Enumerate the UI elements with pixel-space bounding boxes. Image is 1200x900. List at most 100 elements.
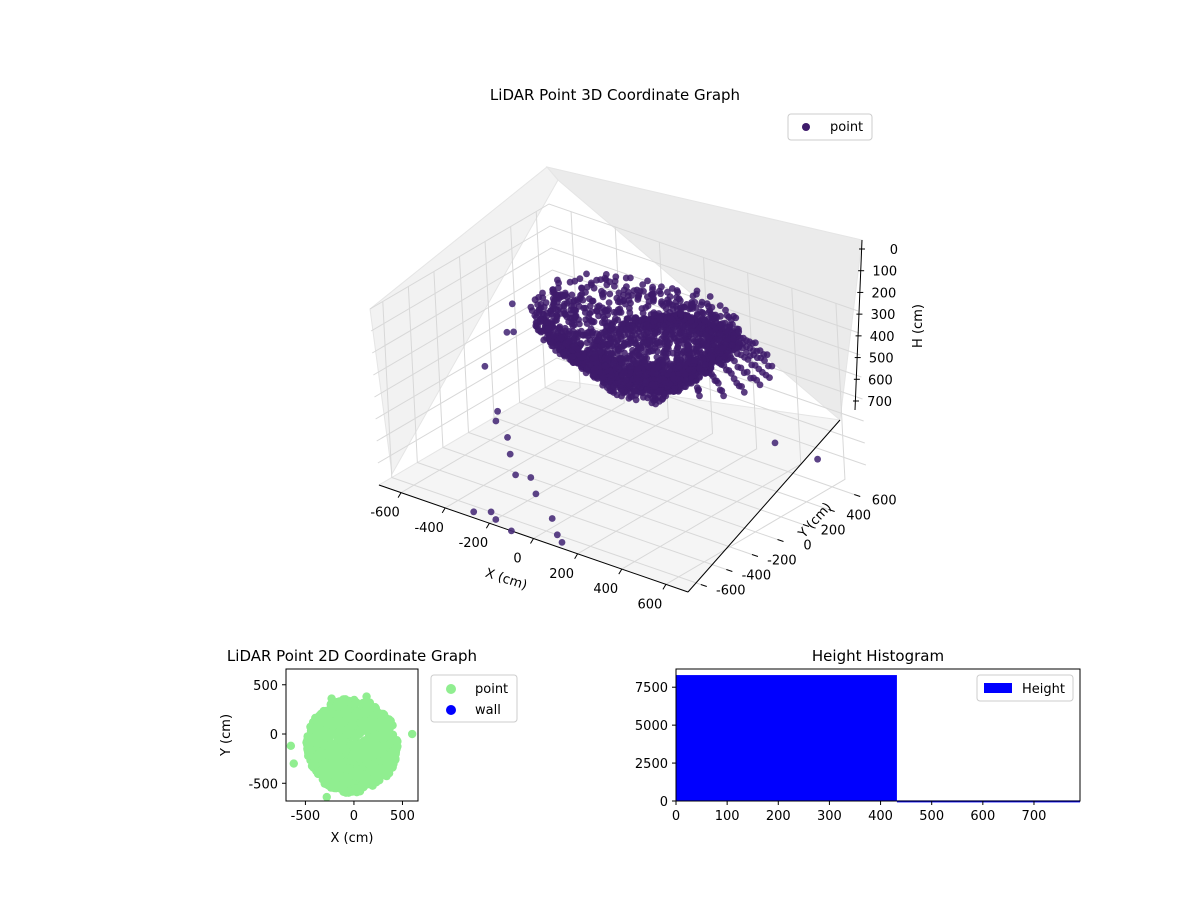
legend-2d-label-point: point: [475, 682, 508, 697]
scatter-point-3d: [644, 302, 652, 310]
scatter-point-3d: [708, 304, 716, 311]
y-tick-label-3d: -600: [716, 584, 746, 599]
legend-2d-marker-wall: [446, 705, 456, 715]
scatter-point-3d: [688, 300, 696, 308]
scatter-point-3d: [579, 353, 587, 361]
height-histogram-chart: Height Histogram 0 100 200 300 400 500 600 7000…: [635, 647, 1081, 824]
scatter-point-2d: [309, 734, 318, 743]
scatter-point-3d: [696, 365, 703, 372]
scatter-point-2d: [334, 746, 343, 756]
y-tick-label-2d: -500: [248, 777, 278, 792]
scatter-point-3d: [601, 362, 609, 370]
scatter-point-2d: [318, 709, 328, 718]
scatter-point-3d: [535, 294, 542, 301]
scatter-point-2d: [323, 763, 332, 772]
scatter-point-3d: [702, 361, 709, 368]
scatter-point-3d: [611, 282, 618, 290]
legend-3d-marker-point: [802, 123, 810, 131]
grid-line-z: [370, 225, 860, 334]
scatter-point-3d: [548, 311, 556, 319]
scatter-point-3d: [633, 286, 641, 294]
scatter-point-2d: [358, 737, 368, 746]
scatter-point-3d: [593, 336, 601, 344]
scatter-point-3d: [658, 283, 665, 291]
scatter-point-3d: [629, 323, 637, 331]
scatter-point-3d: [712, 311, 719, 319]
scatter-point-3d: [543, 309, 551, 317]
scatter-point-3d: [708, 353, 716, 361]
scatter-point-3d: [598, 319, 606, 327]
scatter-point-3d: [597, 276, 604, 283]
histogram-y-tick-label: 5000: [635, 719, 668, 734]
histogram-x-tick-label: 300: [817, 809, 842, 824]
y-tick-label-2d: 500: [253, 679, 278, 694]
x-tick-label-2d: 0: [350, 809, 358, 824]
scatter-point-3d: [557, 334, 565, 342]
scatter-point-3d-outlier: [510, 328, 517, 336]
x-tick-label-3d: -200: [459, 536, 489, 551]
scatter-point-3d: [750, 374, 757, 382]
scatter-point-3d: [642, 377, 650, 385]
scatter-point-3d-outlier: [492, 516, 500, 523]
scatter-point-2d: [362, 692, 371, 701]
z-tick-label-3d: 600: [868, 373, 893, 388]
y-tick-label-2d: 0: [270, 728, 278, 743]
scatter-point-2d: [352, 698, 361, 707]
scatter-point-3d-outlier: [814, 455, 821, 463]
scatter-point-3d: [735, 328, 743, 336]
scatter-point-3d: [606, 290, 614, 298]
x-tick-label-3d: -600: [370, 506, 400, 521]
scatter-point-2d: [327, 694, 336, 703]
axes-2d-frame: [285, 668, 419, 802]
scatter-point-3d: [527, 303, 535, 311]
scatter-point-2d: [355, 787, 365, 796]
scatter-point-2d: [320, 740, 329, 750]
scatter-point-3d: [756, 347, 764, 354]
scatter-point-3d: [650, 309, 658, 316]
grid-line-z: [377, 357, 867, 466]
scatter-point-2d: [322, 792, 331, 801]
scatter-point-2d: [310, 752, 319, 762]
grid-line-z: [369, 203, 859, 312]
scatter-point-3d: [550, 332, 557, 340]
legend-2d-marker-point: [446, 684, 456, 694]
histogram-y-tick-label: 2500: [635, 757, 668, 772]
scatter-point-2d: [356, 718, 366, 727]
y-tick-label-3d: 600: [872, 494, 897, 509]
scatter-point-2d: [379, 735, 388, 744]
scatter-point-3d-outlier: [548, 515, 556, 522]
scatter-point-3d: [607, 337, 615, 344]
grid-line-y: [433, 271, 753, 555]
scatter-point-3d: [582, 316, 590, 323]
scatter-point-2d: [360, 770, 369, 779]
y-axis-line: [687, 419, 841, 593]
scatter-point-3d: [595, 302, 603, 310]
scatter-point-3d: [737, 364, 745, 372]
scatter-point-3d: [684, 342, 692, 350]
legend-2d: point wall: [430, 674, 518, 723]
scatter-point-2d: [365, 751, 374, 761]
scatter-point-3d: [533, 309, 540, 317]
scatter-point-3d: [615, 289, 623, 297]
scatter-point-3d: [549, 286, 557, 294]
scatter-point-2d: [351, 711, 361, 720]
scatter-point-3d: [605, 305, 612, 313]
z-ticks-3d: 0 100 200 300 400 500 600 700: [853, 243, 898, 410]
scatter-point-3d: [722, 306, 729, 314]
scatter-point-3d: [599, 373, 607, 381]
scatter-point-3d: [577, 340, 585, 347]
chart-3d-title: LiDAR Point 3D Coordinate Graph: [490, 86, 740, 104]
scatter-point-3d: [641, 359, 648, 367]
grid-line-y: [407, 286, 727, 570]
scatter-point-3d: [665, 366, 673, 374]
scatter-point-3d: [604, 354, 612, 362]
scatter-point-3d: [666, 360, 674, 368]
scatter-point-3d: [732, 314, 740, 322]
scatter-point-3d: [674, 349, 681, 357]
scatter-point-3d: [659, 358, 667, 366]
y-tick-mark-3d: [828, 509, 835, 512]
scatter-point-3d-outlier: [506, 450, 514, 458]
scatter-point-2d: [341, 765, 351, 774]
scatter-point-2d: [371, 777, 380, 786]
